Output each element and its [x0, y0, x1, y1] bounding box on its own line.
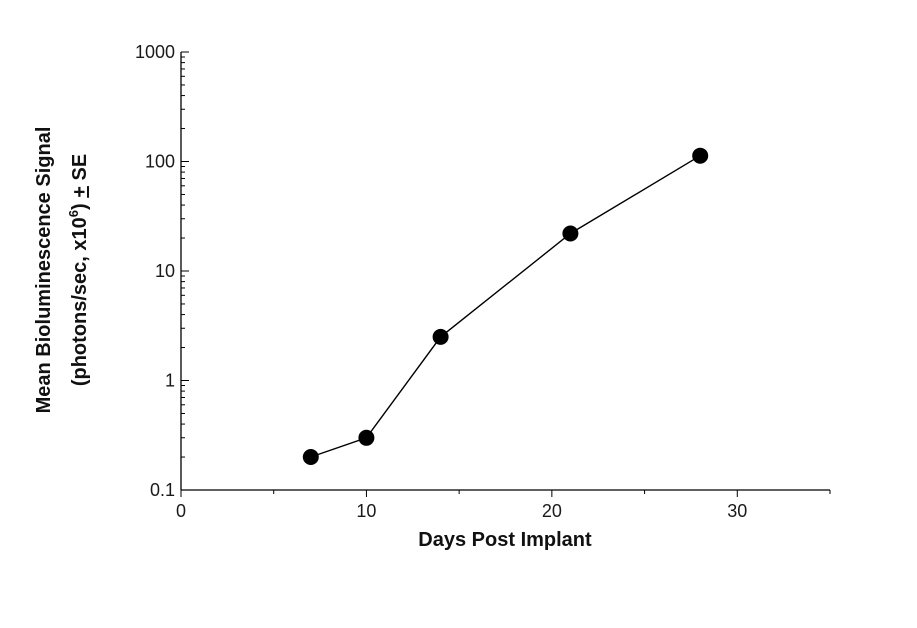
data-series [302, 147, 709, 465]
data-point [358, 429, 375, 446]
y-axis-plusminus: + [69, 186, 91, 198]
y-tick-label: 1 [165, 371, 175, 391]
y-axis-unit-suffix: ) [69, 198, 91, 210]
y-axis-unit-prefix: (photons/sec, x10 [69, 217, 91, 386]
data-point [302, 449, 319, 465]
x-tick-label: 30 [727, 501, 747, 521]
y-axis-unit-exponent: 6 [66, 210, 81, 217]
ticks: 0 10 20 30 0.1 1 10 100 1000 [135, 42, 831, 521]
y-tick-label: 10 [155, 261, 175, 281]
x-tick-label: 0 [176, 501, 186, 521]
series-line [310, 155, 701, 458]
y-tick-label: 100 [145, 152, 175, 172]
data-point [432, 328, 449, 345]
x-tick-label: 10 [356, 501, 376, 521]
x-axis-title: Days Post Implant [418, 529, 592, 551]
y-axis-title: Mean Bioluminescence Signal (photons/sec… [33, 127, 91, 414]
y-axis-se: SE [69, 154, 91, 186]
y-tick-label: 0.1 [150, 480, 175, 500]
y-axis-title-line1: Mean Bioluminescence Signal [33, 127, 55, 414]
axes [180, 52, 830, 491]
data-point [692, 147, 709, 164]
x-tick-label: 20 [542, 501, 562, 521]
y-axis-title-line2: (photons/sec, x106) + SE [66, 154, 91, 386]
y-tick-label: 1000 [135, 42, 175, 62]
data-point [562, 225, 579, 242]
